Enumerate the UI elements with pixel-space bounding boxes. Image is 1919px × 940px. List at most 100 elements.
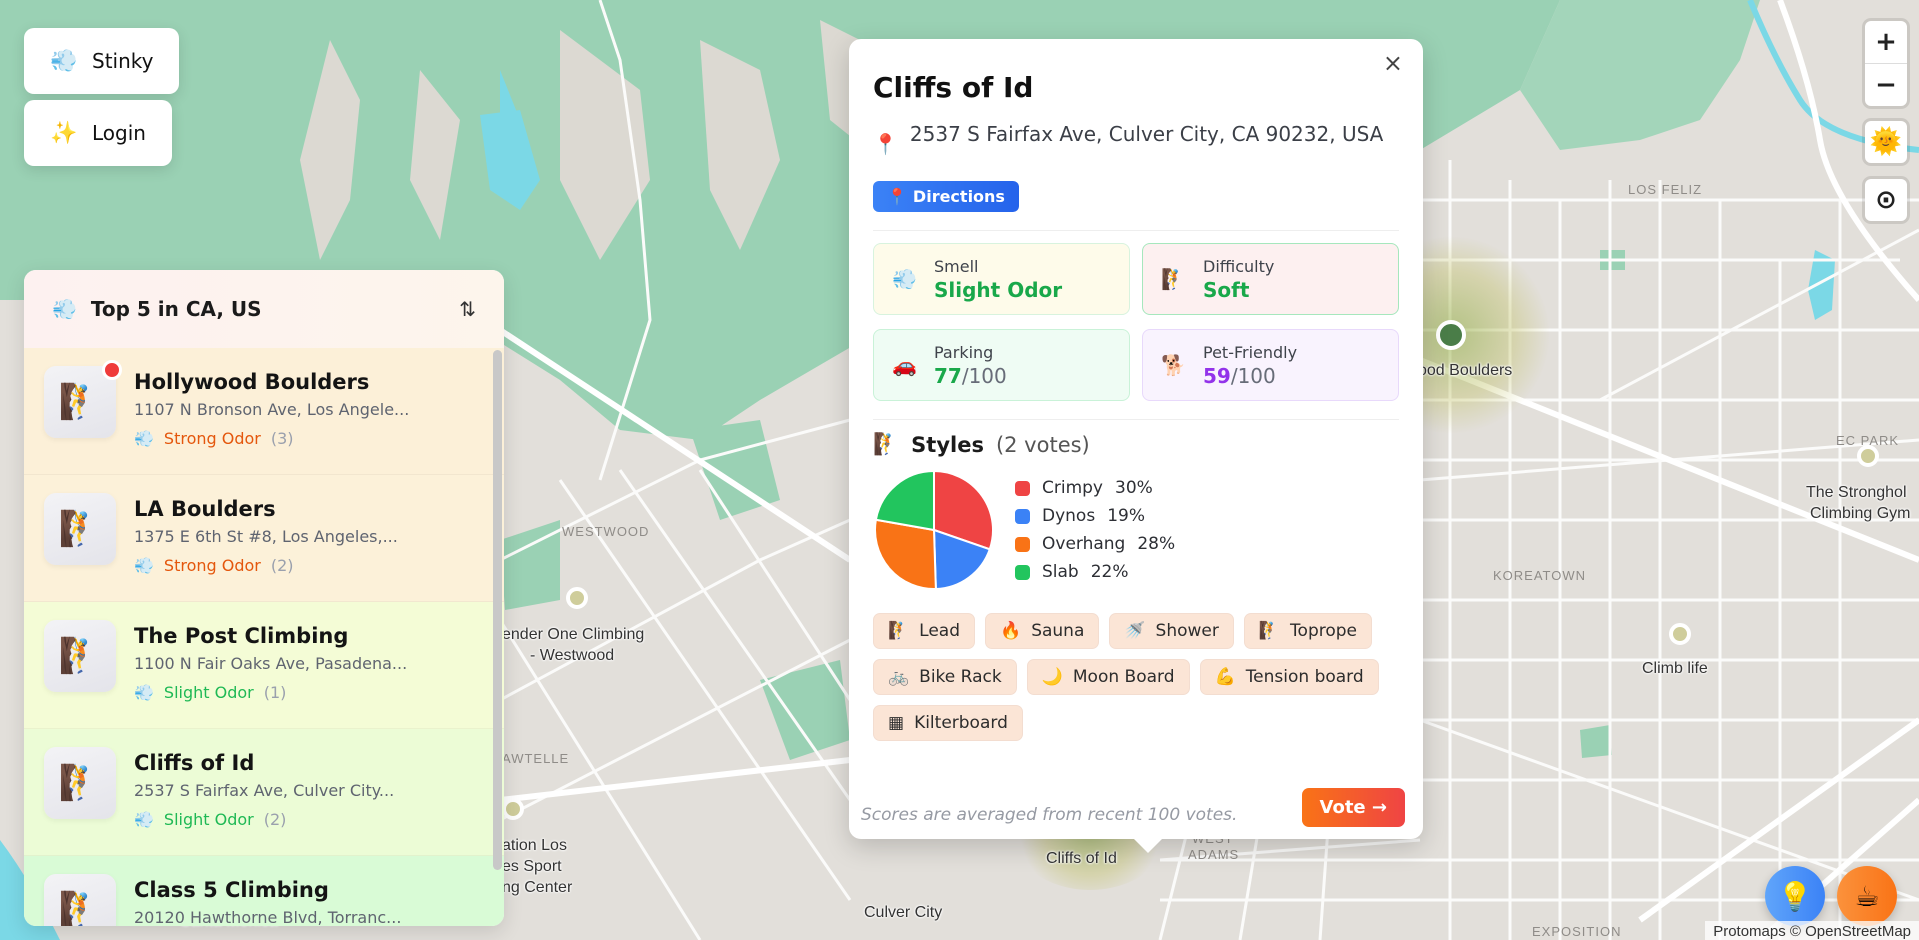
popup-footer: Scores are averaged from recent 100 vote…: [861, 788, 1405, 827]
map-place-label: Climbing Gym: [1810, 505, 1911, 522]
list-title-text: Top 5 in CA, US: [90, 297, 262, 321]
amenity-icon: 🚿: [1124, 621, 1146, 641]
amenity-label: Lead: [919, 621, 961, 641]
stat-difficulty: 🧗 Difficulty Soft: [1142, 243, 1399, 315]
close-icon[interactable]: ×: [1382, 49, 1403, 77]
climber-icon: 🧗: [1161, 267, 1186, 291]
climber-icon: 🧗: [873, 432, 900, 456]
legend-pct: 19%: [1107, 506, 1145, 526]
sun-theme-icon[interactable]: 🌞: [1869, 127, 1903, 157]
amenity-label: Shower: [1155, 621, 1219, 641]
amenity-tags: 🧗 Lead 🔥 Sauna 🚿 Shower 🧗 Toprope 🚲 Bike Rack 🌙 Moo…: [873, 613, 1393, 741]
dog-icon: 🐕: [1161, 353, 1186, 377]
amenity-label: Kilterboard: [914, 713, 1008, 733]
map-district-label: KOREATOWN: [1493, 568, 1587, 583]
zoom-out-button[interactable]: −: [1865, 63, 1907, 106]
legend-swatch: [1015, 480, 1030, 496]
vote-count: (2): [263, 810, 287, 829]
amenity-icon: 🚲: [888, 667, 910, 687]
gym-thumbnail: 🧗: [44, 620, 116, 692]
amenity-tag[interactable]: 🧗 Toprope: [1243, 613, 1373, 649]
stat-value: Soft: [1203, 277, 1250, 302]
idea-button[interactable]: 💡: [1765, 866, 1825, 926]
coffee-button[interactable]: ☕: [1837, 866, 1897, 926]
gym-list[interactable]: 🧗 Hollywood Boulders 1107 N Bronson Ave, L…: [24, 348, 504, 926]
vote-count: (2): [270, 556, 294, 575]
vote-button[interactable]: Vote →: [1301, 788, 1405, 827]
sort-toggle-icon[interactable]: ⇅: [459, 297, 476, 321]
zoom-in-button[interactable]: +: [1875, 27, 1897, 57]
amenity-tag[interactable]: 🚲 Bike Rack: [873, 659, 1017, 695]
gym-marker-stronghold[interactable]: [1857, 445, 1879, 467]
gym-list-item[interactable]: 🧗 Cliffs of Id 2537 S Fairfax Ave, Culver …: [24, 729, 504, 856]
score-denominator: /100: [1230, 363, 1276, 388]
amenity-tag[interactable]: 💪 Tension board: [1199, 659, 1379, 695]
legend-pct: 30%: [1115, 478, 1153, 498]
map-place-label: ng Center: [502, 879, 573, 896]
gym-marker-hollywood-boulders[interactable]: [1436, 320, 1466, 350]
pie-slice-slab: [874, 469, 935, 532]
legend-item: Overhang 28%: [1015, 534, 1175, 554]
pie-slice-crimpy: [933, 469, 994, 551]
gym-address: 1107 N Bronson Ave, Los Angele...: [134, 400, 410, 419]
gym-thumbnail: 🧗: [44, 360, 122, 438]
dash-cloud-icon: 💨: [134, 429, 154, 448]
amenity-tag[interactable]: 🔥 Sauna: [985, 613, 1100, 649]
map-district-label: EC PARK: [1836, 433, 1900, 448]
gym-list-item[interactable]: 🧗 Hollywood Boulders 1107 N Bronson Ave, L…: [24, 348, 504, 475]
amenity-tag[interactable]: 🧗 Lead: [873, 613, 976, 649]
odor-label: Slight Odor: [163, 683, 254, 702]
lightbulb-icon: 💡: [1777, 879, 1813, 913]
amenity-tag[interactable]: 🌙 Moon Board: [1026, 659, 1190, 695]
stinky-home-button[interactable]: 💨 Stinky: [24, 28, 180, 94]
pie-slice-overhang: [874, 518, 937, 590]
amenity-tag[interactable]: 🚿 Shower: [1109, 613, 1234, 649]
gym-thumbnail: 🧗: [44, 493, 116, 565]
dash-cloud-icon: 💨: [892, 267, 917, 291]
gym-list-item[interactable]: 🧗 The Post Climbing 1100 N Fair Oaks Ave, …: [24, 602, 504, 729]
stat-label: Pet-Friendly: [1203, 342, 1298, 362]
login-label: Login: [92, 121, 146, 145]
amenity-icon: 🌙: [1041, 667, 1063, 687]
map-place-label: Climb life: [1642, 660, 1708, 677]
gym-marker-climb-life[interactable]: [1669, 623, 1691, 645]
stat-value: Slight Odor: [934, 277, 1063, 302]
amenity-icon: 🧗: [888, 621, 910, 641]
gym-list-item-body: Hollywood Boulders 1107 N Bronson Ave, Lo…: [134, 366, 409, 448]
gym-address: 📍 2537 S Fairfax Ave, Culver City, CA 90…: [873, 120, 1399, 159]
amenity-label: Bike Rack: [919, 667, 1002, 687]
map-attribution[interactable]: Protomaps © OpenStreetMap: [1705, 921, 1919, 940]
gym-name: The Post Climbing: [134, 624, 349, 648]
gym-address: 1100 N Fair Oaks Ave, Pasadena...: [134, 654, 408, 673]
legend-label: Slab: [1042, 562, 1079, 582]
styles-title: Styles: [911, 432, 984, 457]
locate-icon[interactable]: ⊙: [1875, 185, 1897, 215]
score-denominator: /100: [961, 363, 1007, 388]
gym-marker-sender-one-westwood[interactable]: [566, 587, 588, 609]
map-place-label: ender One Climbing: [502, 626, 645, 643]
legend-item: Crimpy 30%: [1015, 478, 1175, 498]
directions-button[interactable]: 📍 Directions: [873, 181, 1019, 212]
list-title: 💨 Top 5 in CA, US: [52, 297, 262, 321]
scores-footnote: Scores are averaged from recent 100 vote…: [861, 804, 1238, 825]
amenity-tag[interactable]: ▦ Kilterboard: [873, 705, 1023, 741]
legend-pct: 28%: [1137, 534, 1176, 554]
amenity-label: Toprope: [1290, 621, 1358, 641]
amenity-icon: 💪: [1214, 667, 1236, 687]
login-button[interactable]: ✨ Login: [24, 100, 172, 166]
dash-cloud-icon: 💨: [134, 810, 154, 829]
list-scrollbar[interactable]: [493, 350, 502, 870]
gym-list-item[interactable]: 🧗 LA Boulders 1375 E 6th St #8, Los Angele…: [24, 475, 504, 602]
legend-pct: 22%: [1090, 562, 1129, 582]
gym-marker-sport-center[interactable]: [502, 798, 524, 820]
vote-count: (1): [263, 683, 287, 702]
dash-cloud-icon: 💨: [134, 556, 154, 575]
gym-list-item[interactable]: 🧗 Class 5 Climbing 20120 Hawthorne Blvd, T…: [24, 856, 504, 926]
stat-label: Parking: [934, 342, 994, 362]
map-place-label: ood Boulders: [1418, 362, 1513, 379]
pin-icon: 📍: [873, 132, 898, 156]
legend-label: Overhang: [1042, 534, 1126, 554]
coffee-icon: ☕: [1854, 879, 1880, 913]
amenity-icon: 🧗: [1258, 621, 1281, 641]
pie-slice-dynos: [932, 528, 992, 591]
